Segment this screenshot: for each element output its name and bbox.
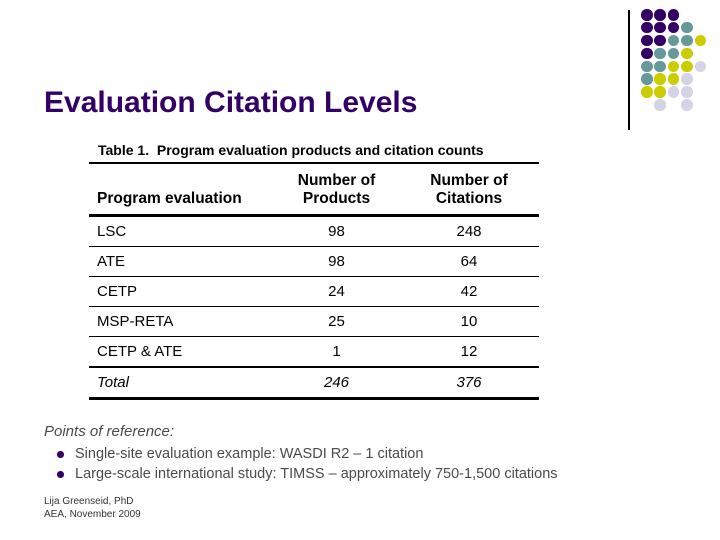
products-value: 24: [274, 276, 399, 307]
products-value: 98: [274, 215, 399, 247]
decoration-dot: [654, 21, 666, 34]
note-bullet-text: Single-site evaluation example: WASDI R2…: [75, 446, 424, 462]
citation-table: Table 1. Program evaluation products and…: [89, 141, 539, 400]
citations-value: 12: [399, 336, 539, 368]
decoration-dot: [654, 47, 666, 60]
decoration-dot: [641, 73, 653, 85]
column-header-line2: Citations: [435, 190, 503, 207]
note-bullet-item: Large-scale international study: TIMSS –…: [44, 464, 684, 484]
decoration-dot: [667, 73, 680, 85]
column-header-label: Program evaluation: [97, 190, 242, 207]
data-table: Program evaluation Number of Products Nu…: [89, 164, 539, 400]
bullet-icon: [57, 471, 64, 478]
citations-value: 10: [399, 306, 539, 337]
page-title: Evaluation Citation Levels: [44, 86, 418, 120]
decoration-dot: [681, 21, 693, 34]
decoration-dot: [654, 73, 666, 85]
row-label: CETP: [89, 276, 274, 307]
table-row: MSP-RETA 25 10: [89, 306, 539, 337]
row-label: Total: [89, 367, 274, 400]
decoration-dot: [681, 99, 693, 111]
decoration-dot: [667, 21, 680, 34]
dots-pattern: [641, 9, 708, 112]
footer-credit: Lija Greenseid, PhD AEA, November 2009: [44, 496, 141, 521]
citations-value: 64: [399, 246, 539, 277]
column-header-number-of-products: Number of Products: [274, 164, 399, 217]
decoration-dot: [654, 34, 666, 47]
footer-event: AEA, November 2009: [44, 508, 141, 520]
column-header-number-of-citations: Number of Citations: [399, 164, 539, 217]
row-label: LSC: [89, 215, 274, 247]
citations-value: 376: [399, 367, 539, 400]
row-label: ATE: [89, 246, 274, 277]
products-value: 98: [274, 246, 399, 277]
decoration-dot: [681, 73, 693, 85]
citations-value: 248: [399, 215, 539, 247]
bullet-icon: [57, 451, 64, 458]
decoration-dot: [641, 47, 653, 60]
accent-line: [628, 10, 630, 130]
decoration-dot: [681, 47, 693, 60]
notes-heading: Points of reference:: [44, 423, 175, 440]
decoration-dot: [667, 34, 680, 47]
row-label: MSP-RETA: [89, 306, 274, 337]
decoration-dot: [654, 60, 666, 73]
decoration-dot: [667, 47, 680, 60]
points-of-reference: Points of reference: Single-site evaluat…: [44, 423, 684, 484]
column-header-program-evaluation: Program evaluation: [89, 164, 274, 217]
notes-list: Single-site evaluation example: WASDI R2…: [44, 444, 684, 484]
decoration-dot: [681, 60, 693, 73]
decoration-dot: [681, 34, 693, 47]
decoration-dot: [694, 60, 707, 73]
decoration-dot: [641, 9, 653, 21]
decoration-dot: [654, 86, 666, 98]
table-row: LSC 98 248: [89, 215, 539, 247]
decoration-dot: [667, 86, 680, 98]
products-value: 25: [274, 306, 399, 337]
table-row: Total 246 376: [89, 367, 539, 400]
decoration-dot: [667, 9, 680, 21]
table-row: CETP & ATE 1 12: [89, 336, 539, 368]
decoration-dot: [641, 34, 653, 47]
products-value: 246: [274, 367, 399, 400]
table-caption: Table 1. Program evaluation products and…: [89, 141, 539, 164]
row-label: CETP & ATE: [89, 336, 274, 368]
table-row: ATE 98 64: [89, 246, 539, 277]
column-header-line1: Number of: [297, 172, 376, 189]
table-header-row: Program evaluation Number of Products Nu…: [89, 164, 539, 217]
decoration-dot: [641, 60, 653, 73]
decoration-dot: [641, 86, 653, 98]
citations-value: 42: [399, 276, 539, 307]
decoration-dot: [681, 86, 693, 98]
decoration-dot: [667, 60, 680, 73]
table-row: CETP 24 42: [89, 276, 539, 307]
column-header-line1: Number of: [430, 172, 508, 189]
products-value: 1: [274, 336, 399, 368]
decoration-dot: [654, 99, 666, 111]
decoration-dot: [654, 9, 666, 21]
note-bullet-text: Large-scale international study: TIMSS –…: [75, 466, 558, 482]
decoration-dot: [694, 34, 707, 47]
footer-author: Lija Greenseid, PhD: [44, 496, 134, 507]
decoration-dot: [641, 21, 653, 34]
note-bullet-item: Single-site evaluation example: WASDI R2…: [44, 444, 684, 464]
column-header-line2: Products: [302, 190, 371, 207]
